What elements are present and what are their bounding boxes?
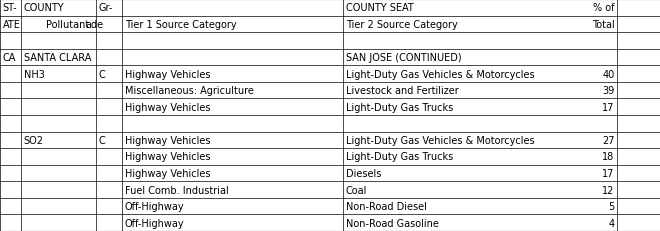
Text: 18: 18 <box>602 152 614 162</box>
Text: SANTA CLARA: SANTA CLARA <box>24 53 91 63</box>
Text: Non-Road Gasoline: Non-Road Gasoline <box>346 218 439 228</box>
Text: ade: ade <box>85 20 103 30</box>
Text: 39: 39 <box>602 86 614 96</box>
Text: Light-Duty Gas Trucks: Light-Duty Gas Trucks <box>346 152 453 162</box>
Text: % of: % of <box>593 3 614 13</box>
Text: Tier 2 Source Category: Tier 2 Source Category <box>346 20 457 30</box>
Text: Highway Vehicles: Highway Vehicles <box>125 168 211 178</box>
Text: Highway Vehicles: Highway Vehicles <box>125 135 211 145</box>
Text: 17: 17 <box>602 102 614 112</box>
Text: Tier 1 Source Category: Tier 1 Source Category <box>125 20 236 30</box>
Text: Highway Vehicles: Highway Vehicles <box>125 102 211 112</box>
Text: Livestock and Fertilizer: Livestock and Fertilizer <box>346 86 459 96</box>
Text: Light-Duty Gas Vehicles & Motorcycles: Light-Duty Gas Vehicles & Motorcycles <box>346 135 535 145</box>
Text: SO2: SO2 <box>24 135 44 145</box>
Text: Gr-: Gr- <box>98 3 113 13</box>
Text: Non-Road Diesel: Non-Road Diesel <box>346 201 427 211</box>
Text: NH3: NH3 <box>24 69 45 79</box>
Text: 5: 5 <box>609 201 614 211</box>
Text: C: C <box>98 135 105 145</box>
Text: SAN JOSE (CONTINUED): SAN JOSE (CONTINUED) <box>346 53 461 63</box>
Text: 12: 12 <box>602 185 614 195</box>
Text: Off-Highway: Off-Highway <box>125 218 184 228</box>
Text: Diesels: Diesels <box>346 168 381 178</box>
Text: ST-: ST- <box>3 3 17 13</box>
Text: Fuel Comb. Industrial: Fuel Comb. Industrial <box>125 185 228 195</box>
Text: Miscellaneous: Agriculture: Miscellaneous: Agriculture <box>125 86 253 96</box>
Text: Light-Duty Gas Vehicles & Motorcycles: Light-Duty Gas Vehicles & Motorcycles <box>346 69 535 79</box>
Text: 4: 4 <box>609 218 614 228</box>
Text: COUNTY: COUNTY <box>24 3 65 13</box>
Text: Pollutant: Pollutant <box>46 20 89 30</box>
Text: CA: CA <box>3 53 16 63</box>
Text: Total: Total <box>592 20 614 30</box>
Text: 17: 17 <box>602 168 614 178</box>
Text: C: C <box>98 69 105 79</box>
Text: ATE: ATE <box>3 20 20 30</box>
Text: Coal: Coal <box>346 185 367 195</box>
Text: 27: 27 <box>602 135 614 145</box>
Text: COUNTY SEAT: COUNTY SEAT <box>346 3 414 13</box>
Text: 40: 40 <box>602 69 614 79</box>
Text: Highway Vehicles: Highway Vehicles <box>125 152 211 162</box>
Text: Highway Vehicles: Highway Vehicles <box>125 69 211 79</box>
Text: Off-Highway: Off-Highway <box>125 201 184 211</box>
Text: Light-Duty Gas Trucks: Light-Duty Gas Trucks <box>346 102 453 112</box>
